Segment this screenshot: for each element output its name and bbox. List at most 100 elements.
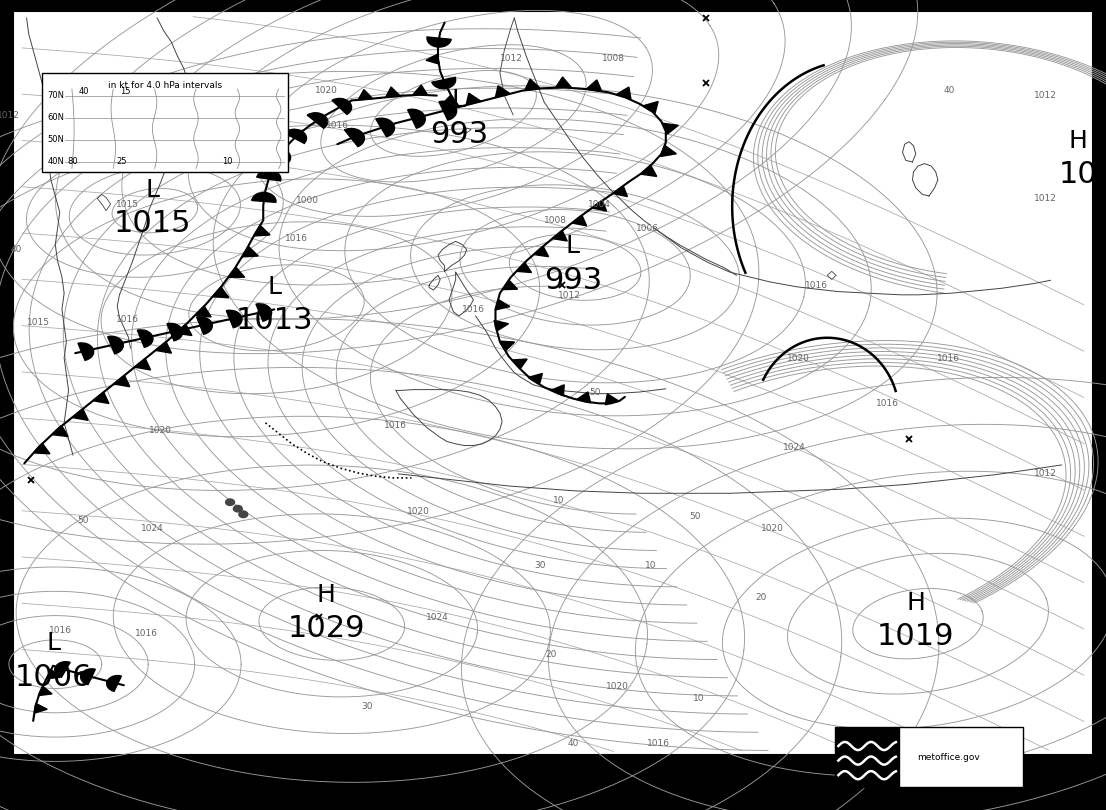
Text: 60N: 60N [48,113,64,122]
Polygon shape [551,385,564,396]
Wedge shape [284,130,306,143]
Text: 1015: 1015 [28,318,50,327]
Polygon shape [253,225,270,236]
Text: 1012: 1012 [1034,91,1056,100]
Text: 1000: 1000 [296,196,319,206]
Polygon shape [495,86,510,98]
Polygon shape [643,101,658,113]
Text: 50N: 50N [48,135,64,144]
Text: 50: 50 [689,512,700,522]
Text: 1020: 1020 [407,507,429,517]
Text: H: H [1068,129,1088,153]
Bar [835,727,899,787]
Text: 50: 50 [77,515,88,525]
Text: H: H [906,590,926,615]
Text: H: H [316,582,336,607]
Wedge shape [252,193,276,202]
Polygon shape [228,267,244,277]
Polygon shape [195,306,211,317]
Polygon shape [34,703,48,713]
Polygon shape [444,95,457,104]
Polygon shape [553,231,567,241]
Text: 1008: 1008 [544,215,566,225]
Wedge shape [307,113,327,128]
Text: 40: 40 [567,739,578,748]
Text: 15: 15 [119,87,131,96]
Circle shape [233,505,242,512]
Polygon shape [52,425,69,437]
Text: 1020: 1020 [149,426,171,436]
Polygon shape [72,409,88,420]
Polygon shape [156,342,171,353]
Polygon shape [93,392,109,403]
Wedge shape [344,129,365,147]
Text: 1019: 1019 [877,622,954,651]
Polygon shape [33,443,50,454]
Text: 1020: 1020 [315,86,337,96]
Polygon shape [500,341,514,351]
Polygon shape [212,287,229,297]
Text: 10: 10 [1058,160,1098,190]
Polygon shape [495,300,510,310]
Text: 1015: 1015 [116,199,138,209]
Wedge shape [257,170,281,181]
Polygon shape [577,392,591,403]
Polygon shape [524,79,541,91]
Polygon shape [529,373,542,384]
Text: 1016: 1016 [462,305,484,314]
Polygon shape [242,246,259,257]
Text: 1016: 1016 [938,353,960,363]
Wedge shape [332,99,352,114]
Text: 1016: 1016 [135,629,157,638]
Text: 1020: 1020 [761,523,783,533]
Text: 40: 40 [79,87,90,96]
Text: in kt for 4.0 hPa intervals: in kt for 4.0 hPa intervals [107,81,222,90]
Wedge shape [376,118,395,137]
Text: 1024: 1024 [142,523,164,533]
Text: 50: 50 [589,388,601,398]
Polygon shape [592,200,606,211]
Bar [899,727,1023,787]
Polygon shape [613,186,627,197]
Text: 1012: 1012 [1034,194,1056,203]
Text: 1013: 1013 [236,306,313,335]
Text: 1012: 1012 [1034,469,1056,479]
Text: 1012: 1012 [500,53,522,63]
Polygon shape [466,93,481,105]
Polygon shape [176,324,192,335]
Polygon shape [426,54,439,64]
Text: 1006: 1006 [14,663,92,692]
Text: 1024: 1024 [426,612,448,622]
Polygon shape [534,246,549,257]
Wedge shape [167,323,182,341]
Text: 1015: 1015 [114,209,191,238]
Text: 1016: 1016 [285,234,307,244]
Text: 1016: 1016 [385,420,407,430]
Text: L: L [268,275,281,299]
Polygon shape [572,215,586,226]
Polygon shape [494,321,509,331]
Text: 1029: 1029 [288,614,365,643]
Text: 1006: 1006 [636,224,658,233]
Polygon shape [46,670,60,679]
Text: 10: 10 [645,561,656,570]
Wedge shape [439,101,457,120]
Text: 1012: 1012 [0,110,20,120]
Text: 20: 20 [545,650,556,659]
Polygon shape [39,686,52,696]
Text: L: L [46,631,60,655]
Wedge shape [81,669,95,684]
Polygon shape [605,394,619,405]
Polygon shape [555,77,571,87]
Text: L: L [566,234,580,258]
Wedge shape [255,304,272,322]
Wedge shape [431,77,456,88]
Polygon shape [386,87,400,97]
Bar [42,73,288,172]
Text: 40: 40 [11,245,22,254]
Circle shape [226,499,234,505]
Polygon shape [413,85,428,95]
Text: 1012: 1012 [559,291,581,301]
Text: 1016: 1016 [116,315,138,325]
Text: 1016: 1016 [647,739,669,748]
